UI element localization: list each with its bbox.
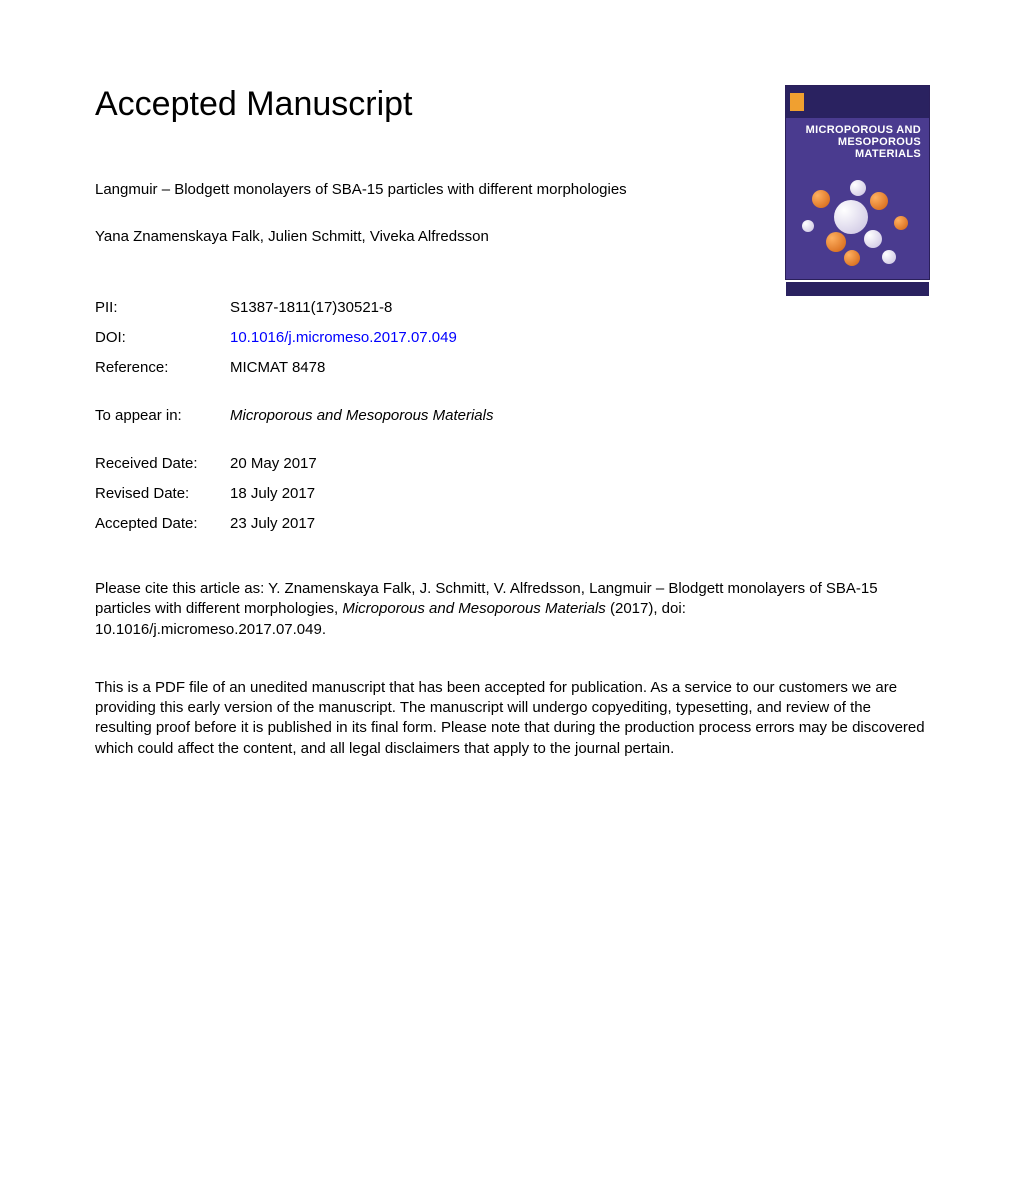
- cover-title-line2: MESOPOROUS MATERIALS: [838, 136, 921, 160]
- meta-value-pii: S1387-1811(17)30521-8: [230, 293, 392, 323]
- citation-journal: Microporous and Mesoporous Materials: [342, 600, 605, 617]
- cover-footer: [786, 282, 929, 296]
- meta-row-appear: To appear in: Microporous and Mesoporous…: [95, 401, 930, 431]
- meta-label-appear: To appear in:: [95, 401, 230, 431]
- meta-label-pii: PII:: [95, 293, 230, 323]
- meta-row-pii: PII: S1387-1811(17)30521-8: [95, 293, 930, 323]
- metadata-table: PII: S1387-1811(17)30521-8 DOI: 10.1016/…: [95, 293, 930, 539]
- cover-journal-title: MICROPOROUS AND MESOPOROUS MATERIALS: [786, 118, 929, 162]
- citation-paragraph: Please cite this article as: Y. Znamensk…: [95, 579, 915, 640]
- journal-cover-thumbnail: MICROPOROUS AND MESOPOROUS MATERIALS: [785, 85, 930, 280]
- meta-row-revised: Revised Date: 18 July 2017: [95, 479, 930, 509]
- publisher-logo-icon: [790, 93, 804, 111]
- meta-value-reference: MICMAT 8478: [230, 353, 325, 383]
- cover-art: [786, 162, 929, 282]
- disclaimer-paragraph: This is a PDF file of an unedited manusc…: [95, 678, 925, 759]
- meta-value-appear: Microporous and Mesoporous Materials: [230, 401, 493, 431]
- doi-link[interactable]: 10.1016/j.micromeso.2017.07.049: [230, 323, 457, 353]
- meta-label-reference: Reference:: [95, 353, 230, 383]
- meta-value-revised: 18 July 2017: [230, 479, 315, 509]
- meta-row-received: Received Date: 20 May 2017: [95, 449, 930, 479]
- meta-value-accepted: 23 July 2017: [230, 509, 315, 539]
- meta-row-doi: DOI: 10.1016/j.micromeso.2017.07.049: [95, 323, 930, 353]
- meta-row-accepted: Accepted Date: 23 July 2017: [95, 509, 930, 539]
- cover-title-line1: MICROPOROUS AND: [806, 124, 921, 136]
- meta-label-doi: DOI:: [95, 323, 230, 353]
- meta-label-revised: Revised Date:: [95, 479, 230, 509]
- meta-label-received: Received Date:: [95, 449, 230, 479]
- meta-row-reference: Reference: MICMAT 8478: [95, 353, 930, 383]
- meta-label-accepted: Accepted Date:: [95, 509, 230, 539]
- cover-header: [786, 86, 929, 118]
- meta-value-received: 20 May 2017: [230, 449, 317, 479]
